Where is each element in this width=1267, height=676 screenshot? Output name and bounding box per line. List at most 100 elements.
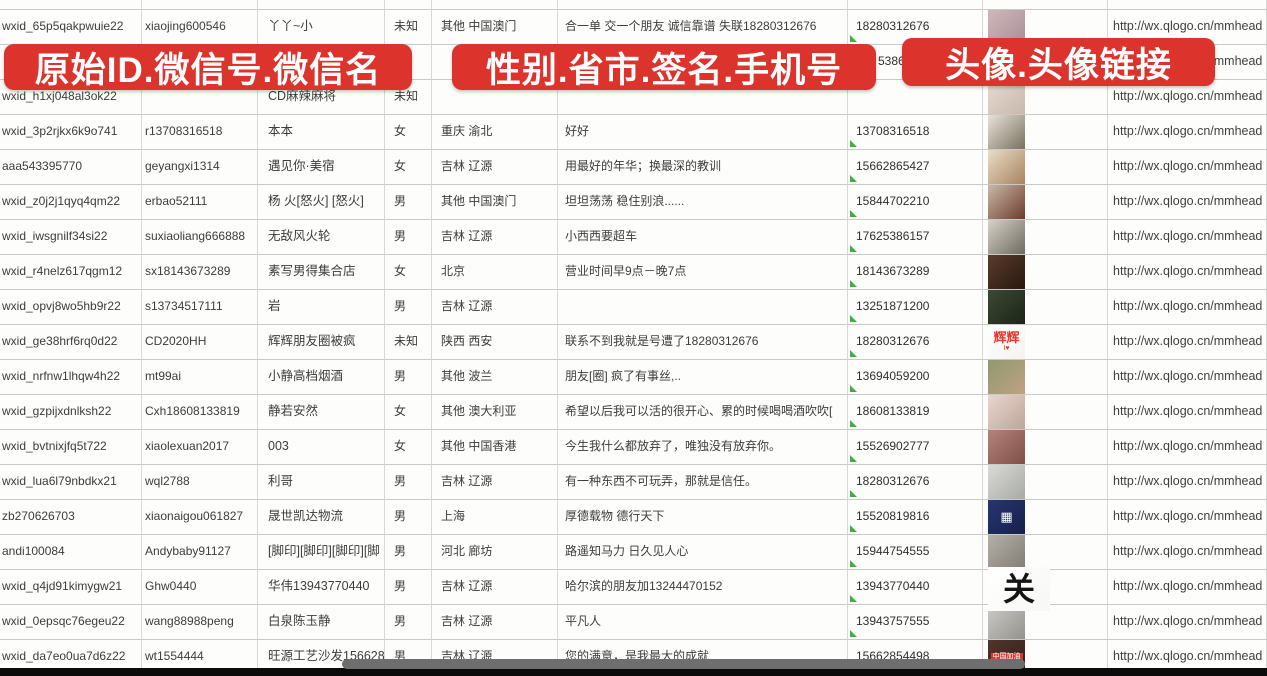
cell-province-city[interactable]: 吉林 辽源 xyxy=(432,605,558,640)
cell-gender[interactable]: 男 xyxy=(385,465,432,500)
cell-avatar-link[interactable]: http://wx.qlogo.cn/mmhead xyxy=(1108,360,1267,395)
cell-original-id[interactable]: wxid_r4nelz617qgm12 xyxy=(0,255,142,290)
horizontal-scrollbar-thumb[interactable] xyxy=(342,659,1025,669)
cell-signature[interactable] xyxy=(558,290,848,325)
cell-wechat-id[interactable]: s13734517111 xyxy=(142,290,258,325)
cell-signature[interactable]: 合一单 交一个朋友 诚信靠谱 失联18280312676 xyxy=(558,10,848,45)
cell-wechat-id[interactable]: wang88988peng xyxy=(142,605,258,640)
cell-wechat-name[interactable]: 素写男得集合店 xyxy=(258,255,385,290)
cell-wechat-name[interactable]: 白泉陈玉静 xyxy=(258,605,385,640)
cell-wechat-name[interactable]: 杨 火[怒火] [怒火] xyxy=(258,185,385,220)
cell-gender[interactable]: 女 xyxy=(385,255,432,290)
cell-empty[interactable] xyxy=(983,0,1108,10)
cell-avatar-link[interactable]: http://wx.qlogo.cn/mmhead xyxy=(1108,255,1267,290)
cell-gender[interactable]: 女 xyxy=(385,150,432,185)
cell-phone-number[interactable]: 13708316518 xyxy=(848,115,983,150)
cell-province-city[interactable]: 吉林 辽源 xyxy=(432,290,558,325)
cell-wechat-name[interactable]: [脚印][脚印][脚印][脚 xyxy=(258,535,385,570)
cell-wechat-name[interactable]: 丫丫~小 xyxy=(258,10,385,45)
cell-wechat-name[interactable]: 岩 xyxy=(258,290,385,325)
cell-avatar-link[interactable]: http://wx.qlogo.cn/mmhead xyxy=(1108,220,1267,255)
cell-empty[interactable] xyxy=(258,0,385,10)
cell-avatar-link[interactable]: http://wx.qlogo.cn/mmhead xyxy=(1108,150,1267,185)
cell-avatar[interactable] xyxy=(983,115,1108,150)
cell-wechat-name[interactable]: 本本 xyxy=(258,115,385,150)
cell-province-city[interactable]: 陕西 西安 xyxy=(432,325,558,360)
cell-gender[interactable]: 女 xyxy=(385,395,432,430)
cell-avatar[interactable] xyxy=(983,360,1108,395)
cell-phone-number[interactable]: 13943757555 xyxy=(848,605,983,640)
cell-avatar-link[interactable]: http://wx.qlogo.cn/mmhead xyxy=(1108,115,1267,150)
cell-province-city[interactable]: 其他 澳大利亚 xyxy=(432,395,558,430)
cell-original-id[interactable]: wxid_q4jd91kimygw21 xyxy=(0,570,142,605)
cell-province-city[interactable]: 吉林 辽源 xyxy=(432,465,558,500)
cell-original-id[interactable]: wxid_65p5qakpwuie22 xyxy=(0,10,142,45)
cell-wechat-name[interactable]: 静若安然 xyxy=(258,395,385,430)
cell-wechat-id[interactable]: CD2020HH xyxy=(142,325,258,360)
cell-province-city[interactable]: 重庆 渝北 xyxy=(432,115,558,150)
cell-signature[interactable]: 坦坦荡荡 稳住别浪...... xyxy=(558,185,848,220)
cell-signature[interactable]: 有一种东西不可玩弄，那就是信任。 xyxy=(558,465,848,500)
cell-gender[interactable]: 男 xyxy=(385,570,432,605)
cell-signature[interactable]: 厚德载物 德行天下 xyxy=(558,500,848,535)
cell-phone-number[interactable]: 15944754555 xyxy=(848,535,983,570)
cell-province-city[interactable]: 其他 波兰 xyxy=(432,360,558,395)
cell-original-id[interactable]: wxid_nrfnw1lhqw4h22 xyxy=(0,360,142,395)
cell-wechat-id[interactable]: r13708316518 xyxy=(142,115,258,150)
cell-avatar[interactable]: ▦ xyxy=(983,500,1108,535)
cell-empty[interactable] xyxy=(558,0,848,10)
cell-original-id[interactable]: wxid_bvtnixjfq5t722 xyxy=(0,430,142,465)
cell-wechat-id[interactable]: suxiaoliang666888 xyxy=(142,220,258,255)
cell-avatar[interactable] xyxy=(983,255,1108,290)
cell-gender[interactable]: 未知 xyxy=(385,325,432,360)
cell-avatar[interactable] xyxy=(983,395,1108,430)
cell-wechat-name[interactable]: 小静高档烟酒 xyxy=(258,360,385,395)
cell-empty[interactable] xyxy=(385,0,432,10)
cell-gender[interactable]: 男 xyxy=(385,185,432,220)
cell-signature[interactable]: 今生我什么都放弃了，唯独没有放弃你。 xyxy=(558,430,848,465)
cell-avatar-link[interactable]: http://wx.qlogo.cn/mmhead xyxy=(1108,465,1267,500)
cell-gender[interactable]: 男 xyxy=(385,605,432,640)
cell-original-id[interactable]: wxid_ge38hrf6rq0d22 xyxy=(0,325,142,360)
cell-avatar[interactable] xyxy=(983,220,1108,255)
cell-avatar[interactable] xyxy=(983,290,1108,325)
cell-phone-number[interactable]: 18608133819 xyxy=(848,395,983,430)
cell-province-city[interactable]: 上海 xyxy=(432,500,558,535)
cell-original-id[interactable]: wxid_3p2rjkx6k9o741 xyxy=(0,115,142,150)
cell-original-id[interactable]: aaa543395770 xyxy=(0,150,142,185)
cell-original-id[interactable]: wxid_iwsgnilf34si22 xyxy=(0,220,142,255)
cell-avatar[interactable]: 辉辉 I♥ xyxy=(983,325,1108,360)
cell-signature[interactable]: 用最好的年华；换最深的教训 xyxy=(558,150,848,185)
cell-avatar-link[interactable]: http://wx.qlogo.cn/mmhead xyxy=(1108,430,1267,465)
cell-province-city[interactable]: 吉林 辽源 xyxy=(432,150,558,185)
cell-phone-number[interactable]: 15526902777 xyxy=(848,430,983,465)
cell-wechat-name[interactable]: 华伟13943770440 xyxy=(258,570,385,605)
cell-gender[interactable]: 女 xyxy=(385,430,432,465)
cell-wechat-name[interactable]: 003 xyxy=(258,430,385,465)
cell-wechat-id[interactable]: sx18143673289 xyxy=(142,255,258,290)
cell-signature[interactable]: 营业时间早9点－晚7点 xyxy=(558,255,848,290)
cell-province-city[interactable]: 其他 中国澳门 xyxy=(432,10,558,45)
cell-wechat-id[interactable]: erbao52111 xyxy=(142,185,258,220)
cell-gender[interactable]: 未知 xyxy=(385,10,432,45)
cell-signature[interactable]: 哈尔滨的朋友加13244470152 xyxy=(558,570,848,605)
cell-wechat-id[interactable]: xiaolexuan2017 xyxy=(142,430,258,465)
cell-avatar[interactable] xyxy=(983,185,1108,220)
cell-signature[interactable]: 朋友[圈] 疯了有事丝,.. xyxy=(558,360,848,395)
cell-avatar-link[interactable]: http://wx.qlogo.cn/mmhead xyxy=(1108,605,1267,640)
cell-empty[interactable] xyxy=(848,0,983,10)
cell-phone-number[interactable]: 17625386157 xyxy=(848,220,983,255)
cell-gender[interactable]: 男 xyxy=(385,290,432,325)
cell-province-city[interactable]: 其他 中国澳门 xyxy=(432,185,558,220)
cell-phone-number[interactable]: 15520819816 xyxy=(848,500,983,535)
cell-phone-number[interactable]: 15662865427 xyxy=(848,150,983,185)
cell-wechat-name[interactable]: 晟世凯达物流 xyxy=(258,500,385,535)
cell-avatar[interactable] xyxy=(983,150,1108,185)
cell-phone-number[interactable]: 15844702210 xyxy=(848,185,983,220)
cell-wechat-id[interactable]: xiaonaigou061827 xyxy=(142,500,258,535)
cell-signature[interactable]: 小西西要超车 xyxy=(558,220,848,255)
cell-avatar-link[interactable]: http://wx.qlogo.cn/mmhead xyxy=(1108,500,1267,535)
cell-avatar-link[interactable]: http://wx.qlogo.cn/mmhead xyxy=(1108,395,1267,430)
cell-empty[interactable] xyxy=(1108,0,1267,10)
cell-original-id[interactable]: wxid_opvj8wo5hb9r22 xyxy=(0,290,142,325)
